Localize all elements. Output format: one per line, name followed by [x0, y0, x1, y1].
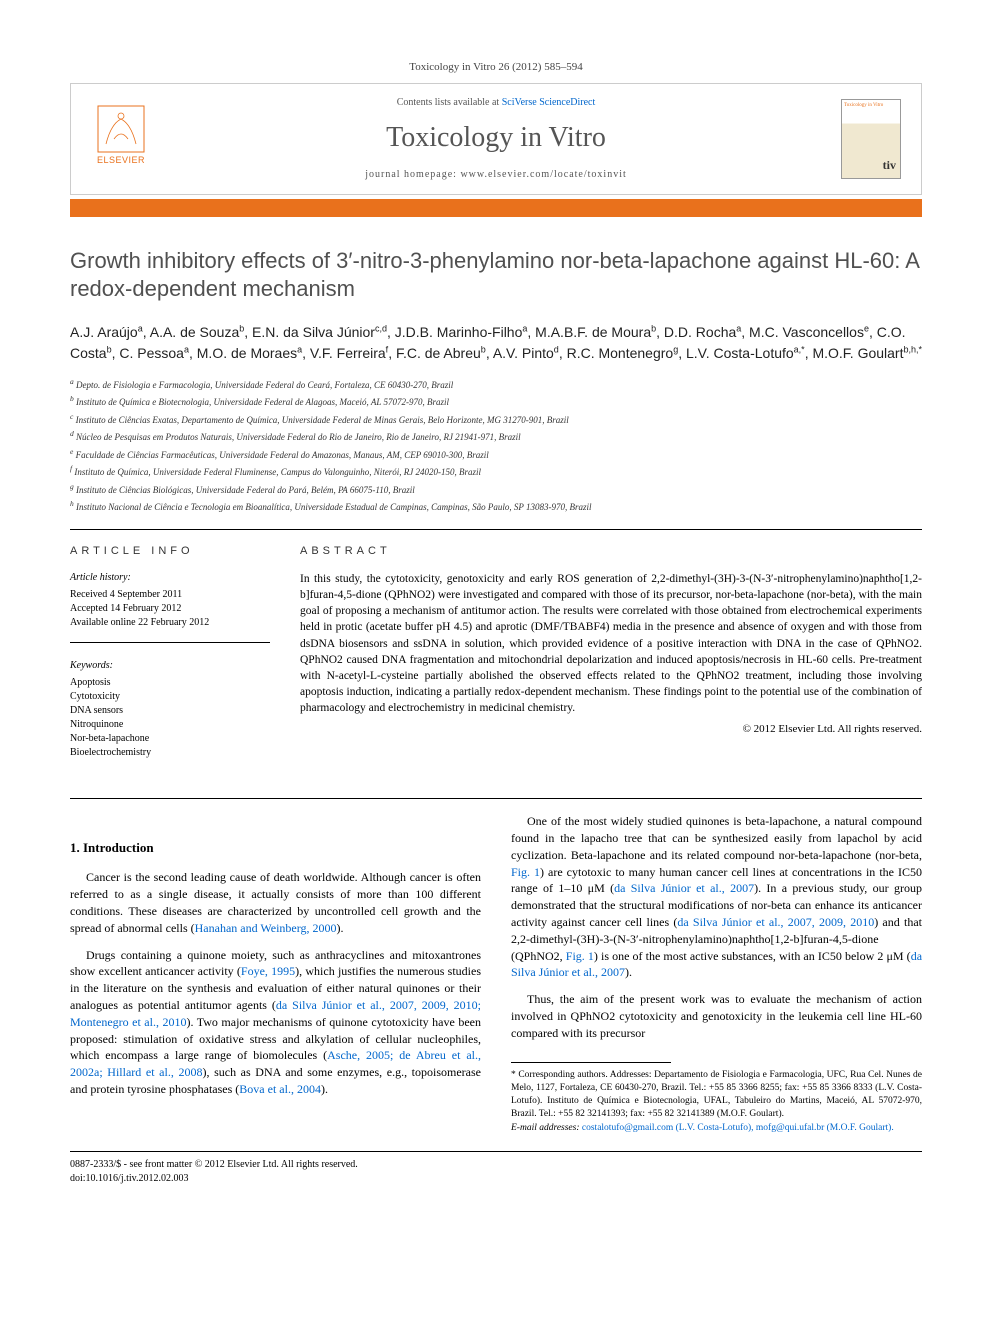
keyword: Nor-beta-lapachone [70, 732, 270, 746]
section-divider [70, 798, 922, 799]
affiliations: a Depto. de Fisiologia e Farmacologia, U… [70, 376, 922, 515]
affiliation-line: h Instituto Nacional de Ciência e Tecnol… [70, 498, 922, 515]
journal-reference: Toxicology in Vitro 26 (2012) 585–594 [70, 60, 922, 75]
abstract-heading: ABSTRACT [300, 544, 922, 559]
keyword: Cytotoxicity [70, 690, 270, 704]
journal-cover-thumbnail: Toxicology in Vitro tiv [841, 99, 901, 179]
copyright-line: © 2012 Elsevier Ltd. All rights reserved… [300, 722, 922, 737]
body-paragraph: Thus, the aim of the present work was to… [511, 991, 922, 1041]
keyword: Bioelectrochemistry [70, 746, 270, 760]
publisher-name: ELSEVIER [97, 154, 145, 167]
journal-header: ELSEVIER Contents lists available at Sci… [70, 83, 922, 194]
body-columns: 1. Introduction Cancer is the second lea… [70, 813, 922, 1135]
body-paragraph: Cancer is the second leading cause of de… [70, 869, 481, 936]
email-label: E-mail addresses: [511, 1123, 580, 1133]
history-heading: Article history: [70, 571, 270, 585]
article-info-sidebar: ARTICLE INFO Article history: Received 4… [70, 544, 270, 788]
homepage-url[interactable]: www.elsevier.com/locate/toxinvit [460, 169, 626, 180]
sciencedirect-link[interactable]: SciVerse ScienceDirect [502, 97, 596, 108]
keyword: Nitroquinone [70, 718, 270, 732]
cover-abbr: tiv [883, 157, 896, 174]
body-paragraph: Drugs containing a quinone moiety, such … [70, 947, 481, 1098]
homepage-line: journal homepage: www.elsevier.com/locat… [151, 168, 841, 182]
orange-divider [70, 199, 922, 217]
footnote-rule [511, 1062, 671, 1063]
page-footer: 0887-2333/$ - see front matter © 2012 El… [70, 1151, 922, 1186]
homepage-prefix: journal homepage: [365, 169, 457, 180]
keyword: Apoptosis [70, 676, 270, 690]
abstract-section: ABSTRACT In this study, the cytotoxicity… [300, 544, 922, 788]
issn-line: 0887-2333/$ - see front matter © 2012 El… [70, 1158, 922, 1172]
affiliation-line: f Instituto de Química, Universidade Fed… [70, 463, 922, 480]
history-line: Available online 22 February 2012 [70, 616, 270, 630]
cover-title: Toxicology in Vitro [844, 102, 898, 109]
affiliation-line: e Faculdade de Ciências Farmacêuticas, U… [70, 446, 922, 463]
history-line: Received 4 September 2011 [70, 588, 270, 602]
history-line: Accepted 14 February 2012 [70, 602, 270, 616]
keywords-heading: Keywords: [70, 659, 270, 673]
authors-list: A.J. Araújoa, A.A. de Souzab, E.N. da Si… [70, 322, 922, 364]
affiliation-line: g Instituto de Ciências Biológicas, Univ… [70, 481, 922, 498]
elsevier-logo: ELSEVIER [91, 104, 151, 174]
affiliation-line: c Instituto de Ciências Exatas, Departam… [70, 411, 922, 428]
contents-prefix: Contents lists available at [397, 97, 499, 108]
body-paragraph: One of the most widely studied quinones … [511, 813, 922, 981]
email-addresses[interactable]: costalotufo@gmail.com (L.V. Costa-Lotufo… [582, 1123, 894, 1133]
affiliation-line: d Núcleo de Pesquisas em Produtos Natura… [70, 428, 922, 445]
journal-title: Toxicology in Vitro [151, 118, 841, 157]
corresponding-author-note: * Corresponding authors. Addresses: Depa… [511, 1069, 922, 1122]
keyword: DNA sensors [70, 704, 270, 718]
doi-line: doi:10.1016/j.tiv.2012.02.003 [70, 1172, 922, 1186]
article-title: Growth inhibitory effects of 3′-nitro-3-… [70, 247, 922, 304]
article-info-heading: ARTICLE INFO [70, 544, 270, 559]
contents-line: Contents lists available at SciVerse Sci… [151, 96, 841, 110]
intro-heading: 1. Introduction [70, 839, 481, 857]
abstract-text: In this study, the cytotoxicity, genotox… [300, 571, 922, 716]
footnotes: * Corresponding authors. Addresses: Depa… [511, 1069, 922, 1135]
affiliation-line: b Instituto de Química e Biotecnologia, … [70, 393, 922, 410]
affiliation-line: a Depto. de Fisiologia e Farmacologia, U… [70, 376, 922, 393]
